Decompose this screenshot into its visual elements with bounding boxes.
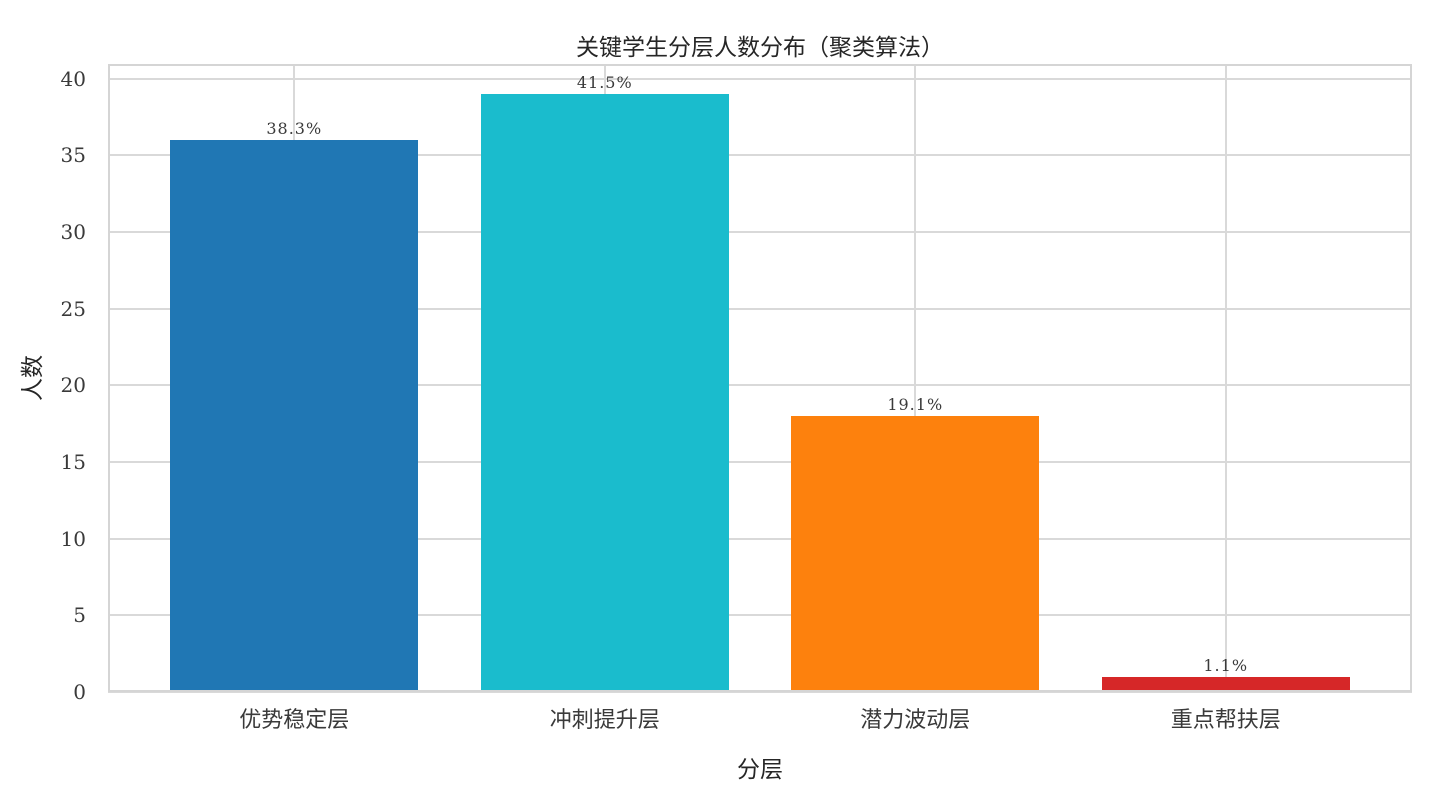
y-tick-label-10: 10 [60,526,86,551]
bar-2 [480,93,729,692]
gridline-horizontal-30 [108,230,1412,233]
gridline-horizontal-5 [108,614,1412,617]
x-tick-label-2: 冲刺提升层 [549,708,660,733]
chart-title: 关键学生分层人数分布（聚类算法） [576,35,944,61]
y-tick-label-0: 0 [73,680,86,704]
bar-value-label-4: 1.1% [1203,655,1249,675]
y-tick-label-35: 35 [60,143,86,168]
gridline-vertical-3 [914,64,917,692]
bar-3 [791,415,1040,692]
bar-1 [170,139,419,692]
gridline-horizontal-15 [108,460,1412,463]
plot-area: 38.3% 41.5% 19.1% 1.1% [108,64,1412,693]
y-tick-label-15: 15 [60,449,86,474]
x-axis-label: 分层 [737,757,783,783]
y-tick-label-30: 30 [60,219,86,244]
bar-4 [1101,676,1350,692]
x-tick-label-1: 优势稳定层 [239,708,350,733]
x-tick-label-4: 重点帮扶层 [1170,708,1281,733]
gridline-vertical-4 [1224,64,1227,692]
y-tick-label-25: 25 [60,296,86,321]
y-tick-label-5: 5 [73,603,86,628]
gridline-horizontal-20 [108,384,1412,387]
bar-value-label-2: 41.5% [576,72,633,92]
gridline-horizontal-40 [108,77,1412,80]
gridline-horizontal-10 [108,537,1412,540]
gridline-horizontal-0 [108,691,1412,693]
y-tick-label-40: 40 [60,66,86,91]
x-tick-label-3: 潜力波动层 [860,708,971,733]
gridline-horizontal-35 [108,154,1412,157]
bar-value-label-3: 19.1% [887,394,944,414]
y-tick-label-20: 20 [60,373,86,398]
bar-value-label-1: 38.3% [266,118,323,138]
gridline-horizontal-25 [108,307,1412,310]
